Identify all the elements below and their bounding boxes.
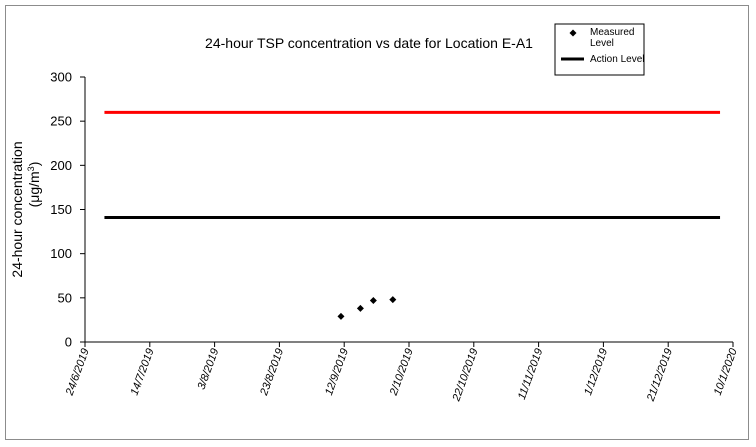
x-tick-label: 14/7/2019 bbox=[129, 347, 157, 397]
legend: Measured Level Action Level bbox=[554, 23, 645, 76]
y-axis-title-unit-sup: 3 bbox=[26, 166, 36, 171]
y-tick-label: 250 bbox=[50, 114, 72, 129]
y-axis-title-line2: (μg/m3) bbox=[26, 162, 42, 208]
y-tick-label: 100 bbox=[50, 246, 72, 261]
y-tick-label: 50 bbox=[58, 290, 72, 305]
chart-title: 24-hour TSP concentration vs date for Lo… bbox=[205, 35, 533, 51]
data-point-diamond bbox=[356, 304, 364, 312]
x-tick-label: 2/10/2019 bbox=[387, 347, 415, 398]
y-tick-label: 150 bbox=[50, 202, 72, 217]
legend-marker-diamond-icon bbox=[569, 29, 577, 37]
data-point-diamond bbox=[337, 312, 345, 320]
y-axis-title: 24-hour concentration (μg/m3) bbox=[9, 141, 42, 277]
x-tick-label: 3/8/2019 bbox=[195, 347, 221, 391]
y-axis-title-unit-prefix: (μg/m bbox=[26, 171, 42, 207]
chart-frame bbox=[5, 5, 749, 440]
data-point-diamond bbox=[389, 296, 397, 304]
legend-label-measured-line1: Measured bbox=[590, 27, 634, 38]
legend-label-action: Action Level bbox=[590, 54, 644, 65]
legend-label-measured-line2: Level bbox=[590, 38, 614, 49]
x-tick-label: 1/12/2019 bbox=[582, 347, 610, 397]
x-tick-label: 10/1/2020 bbox=[712, 346, 740, 397]
x-tick-label: 11/11/2019 bbox=[516, 347, 546, 401]
x-tick-label: 24/6/2019 bbox=[63, 347, 91, 398]
y-tick-label: 300 bbox=[50, 70, 72, 85]
legend-box bbox=[554, 23, 645, 76]
y-axis-title-line1: 24-hour concentration bbox=[9, 141, 25, 277]
x-tick-label: 12/9/2019 bbox=[323, 347, 351, 397]
y-tick-label: 200 bbox=[50, 158, 72, 173]
y-axis-title-unit-suffix: ) bbox=[26, 162, 42, 167]
x-tick-label: 21/12/2019 bbox=[645, 347, 675, 404]
plot-layer: 0 50 100 150 200 250 300 24/6/2019 14/7/2019 3/8/… bbox=[50, 70, 740, 404]
x-tick-label: 22/10/2019 bbox=[450, 347, 480, 404]
x-tick-label: 23/8/2019 bbox=[258, 347, 286, 398]
y-tick-label: 0 bbox=[65, 335, 72, 350]
data-point-diamond bbox=[369, 296, 377, 304]
